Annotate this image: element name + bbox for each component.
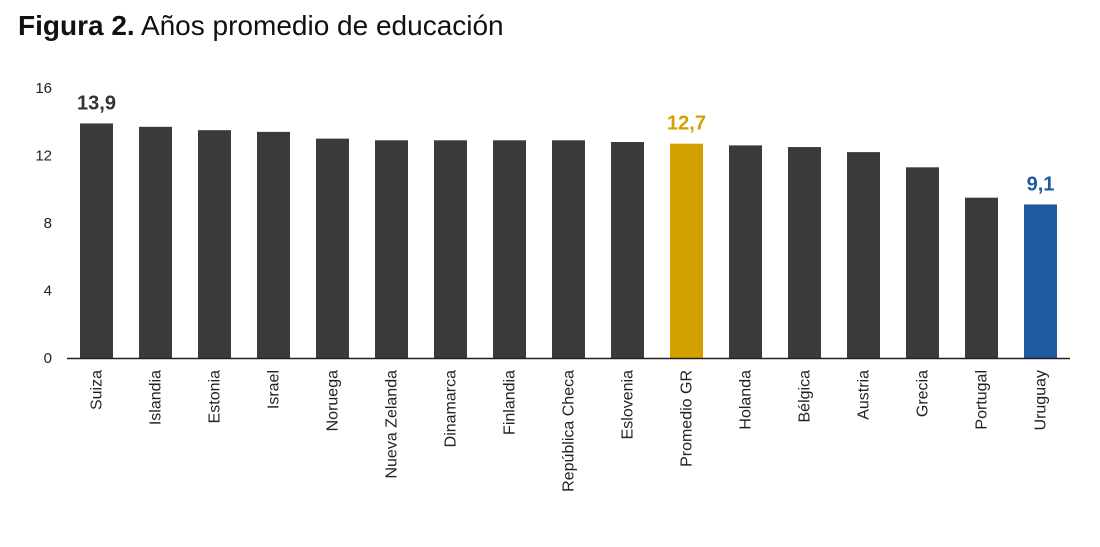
y-tick-label: 0 bbox=[44, 350, 52, 367]
y-tick-label: 12 bbox=[35, 148, 52, 165]
x-tick-label: Finlandia bbox=[502, 370, 519, 435]
x-tick-label: Estonia bbox=[207, 370, 224, 423]
x-tick-label: Suiza bbox=[89, 370, 106, 410]
x-tick-label: Promedio GR bbox=[679, 370, 696, 467]
x-tick-label: Islandia bbox=[148, 370, 165, 425]
x-tick-label: República Checa bbox=[561, 370, 578, 492]
bar bbox=[552, 140, 585, 358]
bar bbox=[493, 140, 526, 358]
x-tick-label: Dinamarca bbox=[443, 370, 460, 447]
figure-number: Figura 2. bbox=[18, 10, 135, 41]
bar bbox=[788, 147, 821, 358]
bar bbox=[670, 143, 703, 358]
bar bbox=[906, 167, 939, 358]
data-label: 9,1 bbox=[1027, 173, 1055, 195]
x-tick-label: Portugal bbox=[974, 370, 991, 430]
bar bbox=[316, 138, 349, 358]
bar bbox=[139, 126, 172, 358]
data-label: 12,7 bbox=[667, 113, 706, 135]
bar bbox=[257, 131, 290, 358]
bar bbox=[434, 140, 467, 358]
y-tick-label: 16 bbox=[35, 80, 52, 97]
bar bbox=[198, 130, 231, 358]
bar bbox=[375, 140, 408, 358]
x-tick-label: Nueva Zelanda bbox=[384, 370, 401, 479]
x-tick-label: Grecia bbox=[915, 370, 932, 417]
bar bbox=[847, 152, 880, 358]
bar bbox=[965, 197, 998, 358]
y-tick-label: 4 bbox=[44, 283, 52, 300]
bar bbox=[80, 123, 113, 358]
bar bbox=[729, 145, 762, 358]
x-tick-label: Israel bbox=[266, 370, 283, 409]
x-tick-label: Austria bbox=[856, 370, 873, 420]
figure-title-text: Años promedio de educación bbox=[140, 10, 504, 41]
x-tick-label: Bélgica bbox=[797, 370, 814, 423]
x-tick-label: Holanda bbox=[738, 370, 755, 430]
chart-title: Figura 2. Años promedio de educación bbox=[18, 10, 504, 42]
bar bbox=[611, 142, 644, 358]
bar bbox=[1024, 204, 1057, 358]
x-tick-label: Uruguay bbox=[1033, 370, 1050, 430]
x-tick-label: Noruega bbox=[325, 370, 342, 431]
data-label: 13,9 bbox=[77, 92, 116, 114]
y-tick-label: 8 bbox=[44, 215, 52, 232]
x-tick-label: Eslovenia bbox=[620, 370, 637, 439]
